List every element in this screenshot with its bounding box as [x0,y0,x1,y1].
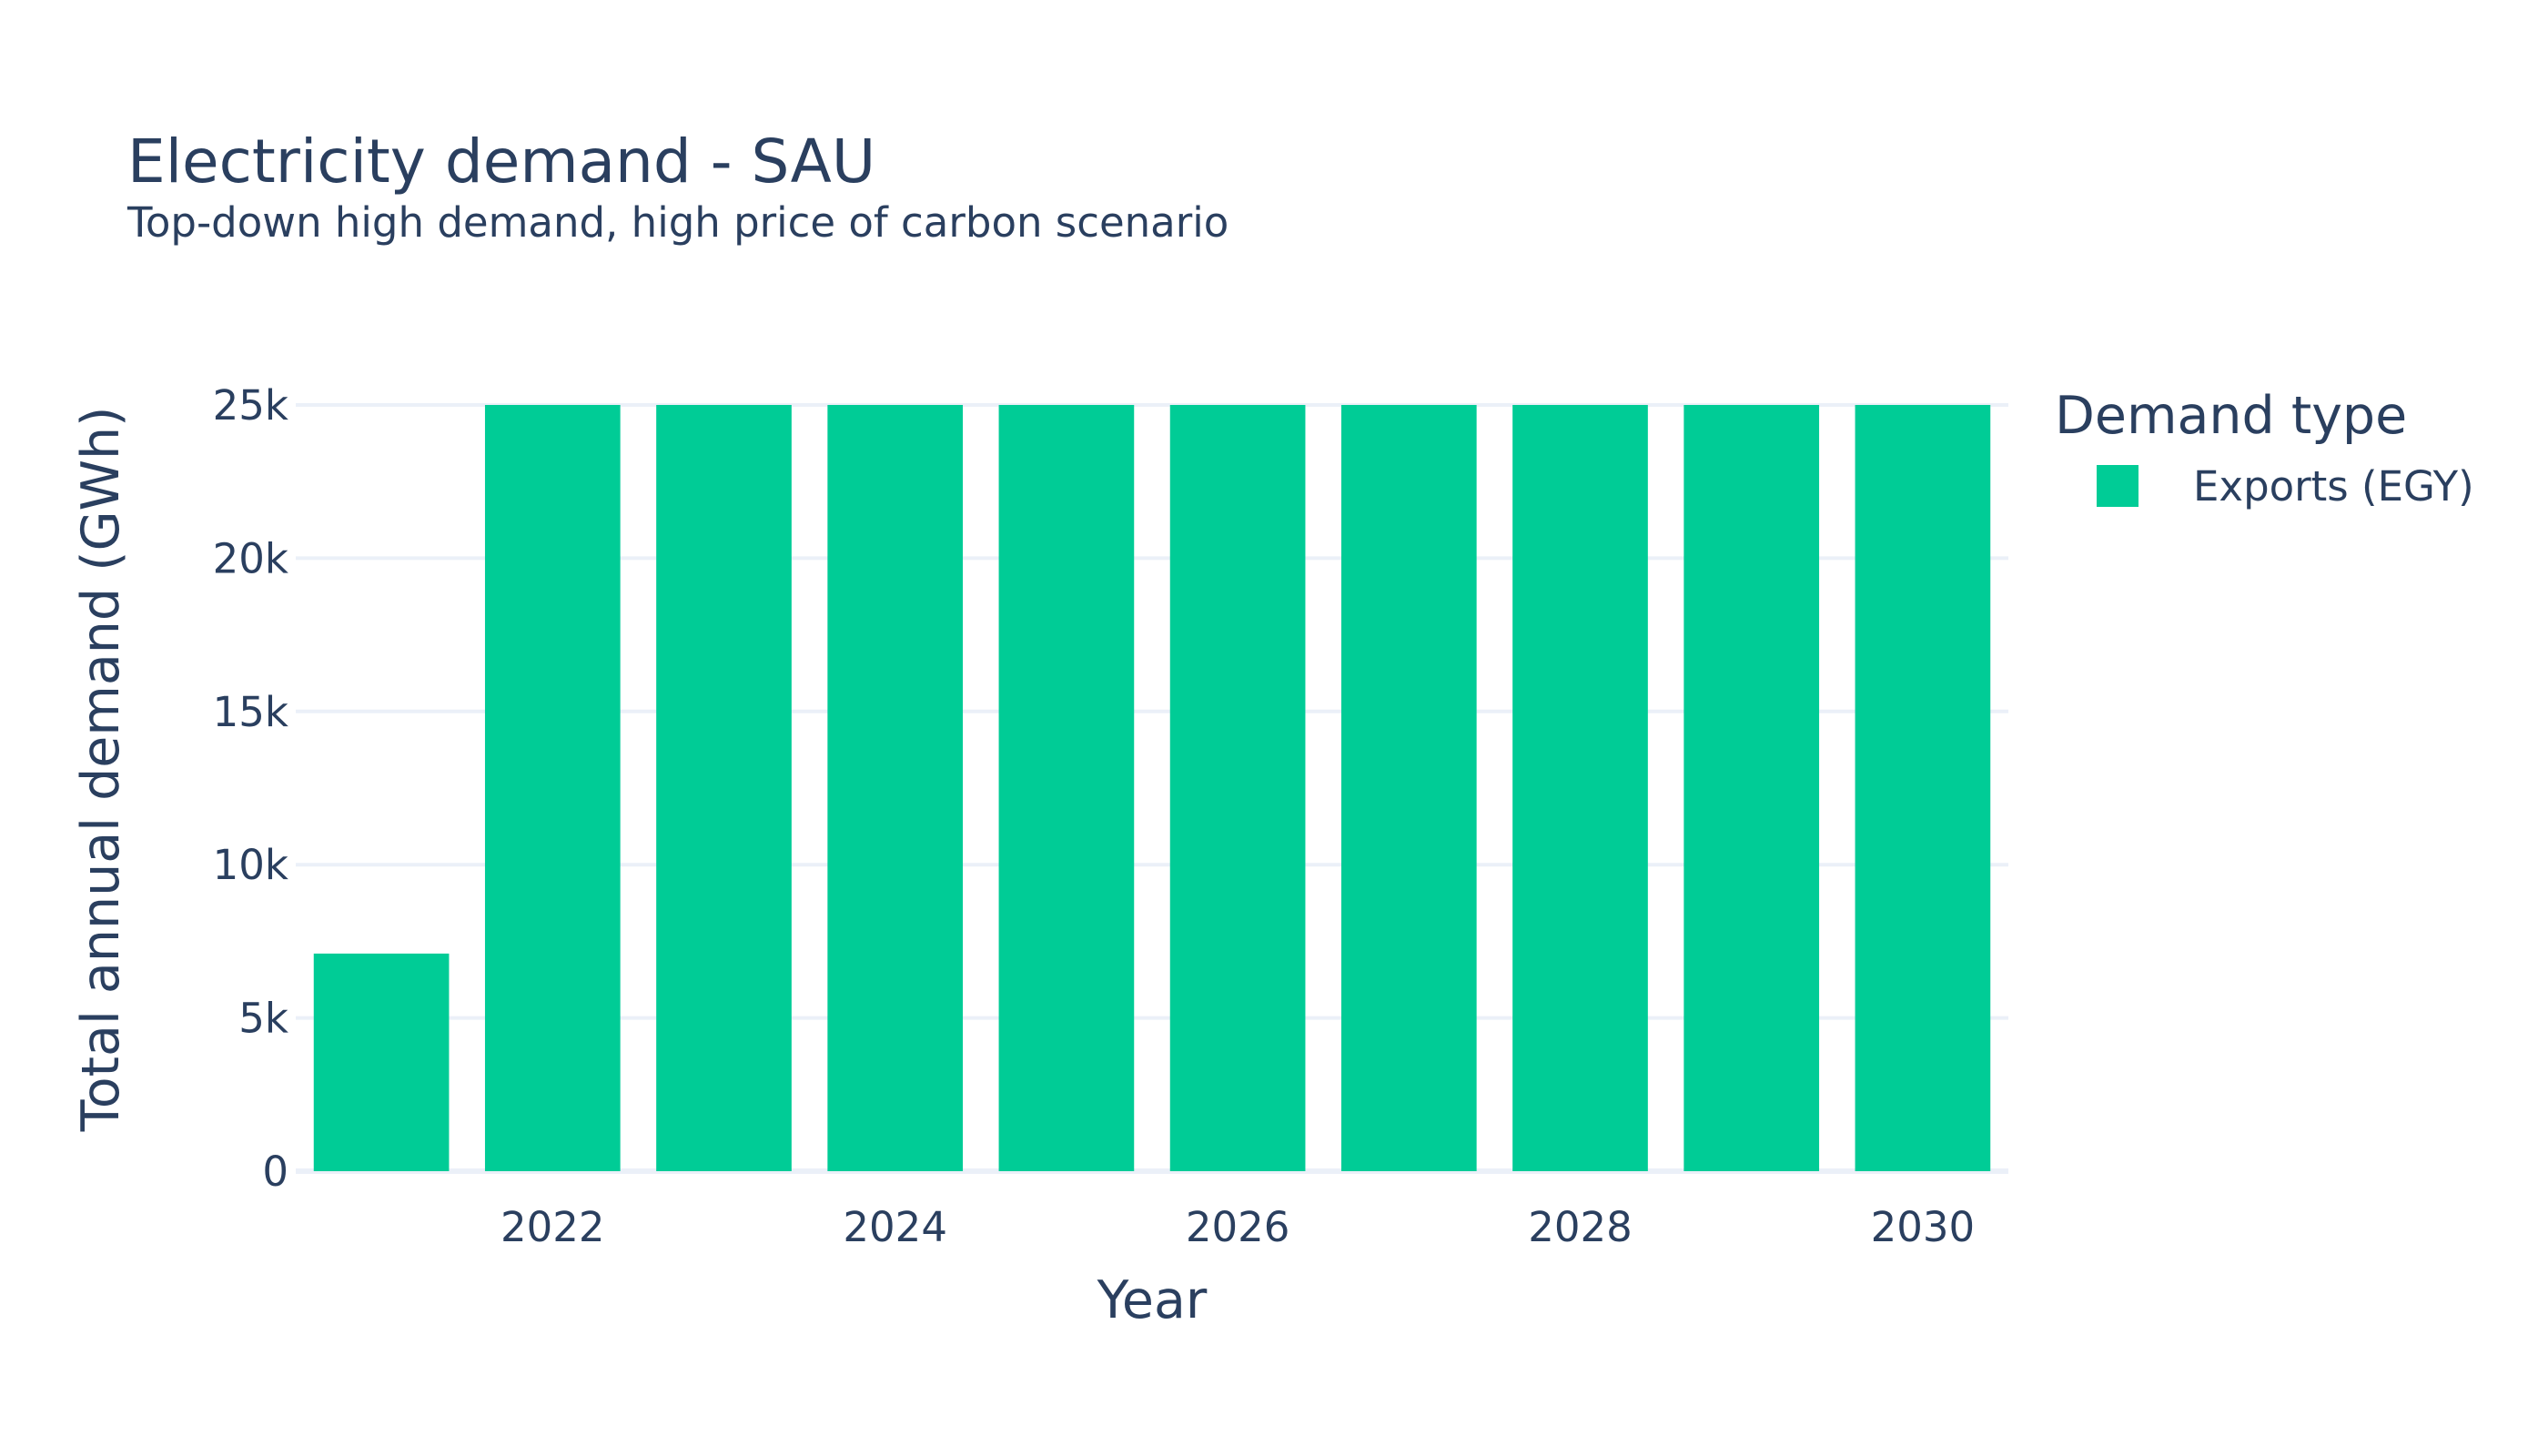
legend: Demand type Exports (EGY) [2055,386,2474,511]
y-tick-label: 25k [213,381,288,430]
y-tick-labels: 0 5k 10k 15k 20k 25k [213,381,288,1196]
x-tick-label: 2028 [1528,1203,1633,1251]
bar-2024[interactable] [827,405,964,1171]
x-tick-label: 2022 [500,1203,605,1251]
x-tick-label: 2026 [1186,1203,1290,1251]
legend-title: Demand type [2055,386,2407,446]
x-tick-label: 2024 [843,1203,947,1251]
bar-2023[interactable] [656,405,792,1171]
bar-2028[interactable] [1512,405,1648,1171]
y-tick-label: 5k [238,995,288,1043]
y-axis-title: Total annual demand (GWh) [71,407,131,1133]
bar-2030[interactable] [1855,405,1991,1171]
bar-2029[interactable] [1684,405,1820,1171]
y-tick-label: 15k [213,688,288,736]
x-axis-title: Year [1097,1270,1208,1330]
bar-2022[interactable] [484,405,621,1171]
y-tick-label: 0 [262,1148,288,1196]
legend-item-label[interactable]: Exports (EGY) [2193,462,2474,511]
chart-subtitle: Top-down high demand, high price of carb… [126,198,1228,247]
y-tick-label: 10k [213,841,288,889]
y-tick-label: 20k [213,534,288,582]
x-tick-label: 2030 [1871,1203,1976,1251]
chart-title: Electricity demand - SAU [127,126,875,197]
x-tick-labels: 2022 2024 2026 2028 2030 [500,1203,1975,1251]
legend-swatch [2097,465,2138,507]
bar-2021[interactable] [313,953,450,1171]
bar-2026[interactable] [1169,405,1306,1171]
bar-2027[interactable] [1340,405,1477,1171]
bar-2025[interactable] [998,405,1135,1171]
bars [313,405,1991,1171]
